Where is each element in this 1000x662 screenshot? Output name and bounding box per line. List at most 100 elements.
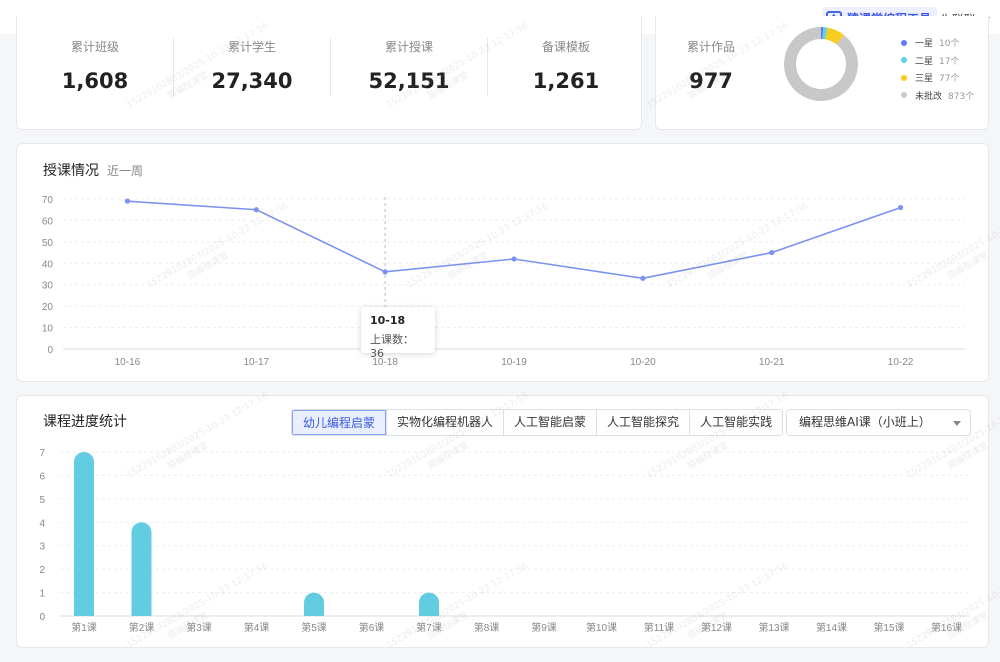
legend-name: 二星 xyxy=(915,56,934,67)
tab-course-5[interactable]: 人工智能实践 xyxy=(689,410,783,435)
x-tick-label: 10-18 xyxy=(372,357,398,368)
lesson-line-chart[interactable]: 0 10 20 30 40 50 60 70 10-16 10-17 10-18 10-19 10-20… xyxy=(17,144,990,383)
x-tick-label: 第2课 xyxy=(129,621,155,634)
x-tick-label: 第12课 xyxy=(701,621,732,634)
x-tick-label: 第4课 xyxy=(244,621,270,634)
y-tick-label: 10 xyxy=(42,324,54,335)
y-tick-label: 4 xyxy=(39,518,45,529)
stat-label: 累计作品 xyxy=(686,40,735,54)
chart-tooltip: 10-18 上课数：36 xyxy=(361,307,435,360)
x-tick-label: 10-16 xyxy=(115,357,141,368)
stat-classes: 累计班级 1,608 xyxy=(17,38,173,93)
tooltip-date: 10-18 xyxy=(370,314,406,327)
y-tick-label: 2 xyxy=(39,565,45,576)
x-tick-label: 10-17 xyxy=(243,357,269,368)
progress-card: 课程进度统计 幼儿编程启蒙 实物化编程机器人 人工智能启蒙 人工智能探究 人工智… xyxy=(16,395,989,648)
course-select[interactable]: 编程思维AI课（小班上） xyxy=(786,409,971,436)
x-tick-label: 第15课 xyxy=(873,621,904,634)
y-tick-label: 6 xyxy=(39,471,45,482)
stat-value: 1,608 xyxy=(61,69,129,93)
progress-title-row: 课程进度统计 xyxy=(43,411,127,431)
y-tick-label: 40 xyxy=(42,259,54,270)
divider xyxy=(173,38,174,96)
divider xyxy=(330,38,331,96)
stat-value: 52,151 xyxy=(368,69,450,93)
data-point xyxy=(124,198,131,204)
works-donut-chart xyxy=(784,27,858,101)
legend-dot xyxy=(901,74,907,81)
legend-dot xyxy=(901,92,907,99)
tab-course-3[interactable]: 人工智能启蒙 xyxy=(503,410,597,435)
bar-base xyxy=(304,606,324,616)
legend-name: 三星 xyxy=(915,74,934,85)
bar xyxy=(74,452,94,616)
tab-course-2[interactable]: 实物化编程机器人 xyxy=(386,410,504,435)
legend-item[interactable]: 三星 77个 xyxy=(901,69,974,87)
tab-course-4[interactable]: 人工智能探究 xyxy=(596,410,690,435)
stat-label: 累计授课 xyxy=(384,40,433,54)
stat-value: 977 xyxy=(689,69,733,93)
data-point xyxy=(897,204,904,211)
lesson-title-row: 授课情况 近一周 xyxy=(43,160,143,180)
legend-item[interactable]: 未批改 873个 xyxy=(901,87,974,105)
data-point xyxy=(382,269,388,275)
donut-slice xyxy=(821,27,824,40)
legend-item[interactable]: 一星 10个 xyxy=(901,34,974,52)
legend-count: 17个 xyxy=(939,56,960,67)
bar xyxy=(131,522,152,616)
x-tick-label: 第3课 xyxy=(186,621,212,634)
y-tick-label: 60 xyxy=(42,216,54,227)
bar-base xyxy=(419,606,439,616)
stats-card: 累计班级 1,608 累计学生 27,340 累计授课 52,151 备课模板 … xyxy=(16,16,642,130)
y-tick-label: 30 xyxy=(42,281,54,292)
stat-label: 备课模板 xyxy=(541,40,590,54)
y-tick-label: 0 xyxy=(47,345,53,356)
bar-base xyxy=(131,606,152,616)
x-tick-label: 10-22 xyxy=(888,357,914,368)
section-title: 课程进度统计 xyxy=(43,414,127,430)
y-tick-label: 3 xyxy=(39,542,45,553)
x-tick-label: 第14课 xyxy=(816,621,847,634)
course-tabs: 幼儿编程启蒙 实物化编程机器人 人工智能启蒙 人工智能探究 人工智能实践 xyxy=(291,409,784,436)
progress-bar-chart[interactable]: 0 1 2 3 4 5 6 7 第1课 第2课 第3课 第4课 第5课 第6课 第7课 第8课 第9课 第10课 第… xyxy=(17,396,990,649)
x-tick-label: 第13课 xyxy=(758,621,789,634)
data-point xyxy=(640,275,646,281)
x-tick-label: 第9课 xyxy=(531,621,557,634)
course-select-value: 编程思维AI课（小班上） xyxy=(799,415,931,429)
data-point xyxy=(253,207,259,213)
x-tick-label: 第6课 xyxy=(359,621,385,634)
tab-course-1[interactable]: 幼儿编程启蒙 xyxy=(292,410,387,435)
legend-count: 873个 xyxy=(948,91,975,102)
stat-label: 累计班级 xyxy=(70,40,119,54)
stat-lessons: 累计授课 52,151 xyxy=(331,38,487,93)
x-tick-label: 10-20 xyxy=(630,357,656,368)
stat-works: 累计作品 977 xyxy=(656,38,766,93)
x-tick-label: 第16课 xyxy=(931,621,962,634)
legend-dot xyxy=(901,57,907,64)
x-tick-label: 10-19 xyxy=(501,357,527,368)
x-tick-label: 第10课 xyxy=(586,621,617,634)
series-line xyxy=(127,200,901,280)
legend-count: 77个 xyxy=(939,74,960,85)
donut-slice xyxy=(784,27,858,101)
legend-name: 未批改 xyxy=(915,91,943,102)
stat-value: 1,261 xyxy=(532,69,600,93)
y-tick-label: 5 xyxy=(39,495,45,506)
works-card: 累计作品 977 一星 10个 二星 17个 三星 77个 未批改 873个 xyxy=(655,16,989,130)
x-tick-label: 10-21 xyxy=(759,357,785,368)
y-tick-label: 50 xyxy=(42,238,54,249)
tooltip-value: 上课数：36 xyxy=(370,333,414,360)
y-tick-label: 0 xyxy=(39,612,45,623)
section-subtitle: 近一周 xyxy=(107,164,144,178)
data-point xyxy=(769,249,775,256)
donut-legend: 一星 10个 二星 17个 三星 77个 未批改 873个 xyxy=(901,34,974,104)
y-tick-label: 20 xyxy=(42,302,54,313)
data-point xyxy=(511,256,517,262)
y-tick-label: 7 xyxy=(39,448,45,459)
divider xyxy=(487,38,488,96)
stat-value: 27,340 xyxy=(211,69,293,93)
legend-item[interactable]: 二星 17个 xyxy=(901,52,974,70)
stat-templates: 备课模板 1,261 xyxy=(488,38,644,93)
bar-base xyxy=(74,606,94,616)
legend-count: 10个 xyxy=(939,39,960,50)
